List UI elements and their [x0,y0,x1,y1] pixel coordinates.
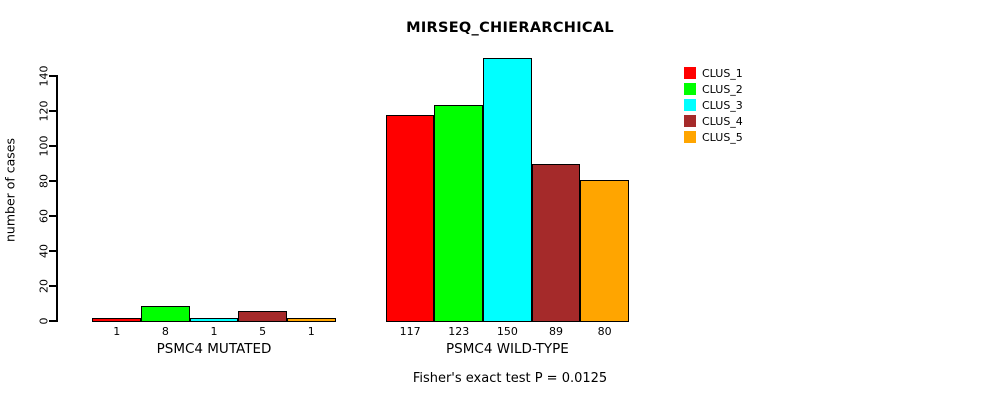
legend-color-swatch [684,115,696,127]
legend-item-label: CLUS_2 [702,82,743,96]
legend-item-clus_3: CLUS_3 [684,97,743,113]
bar-value-label: 5 [259,325,267,338]
y-axis-tick-label: 60 [37,209,51,223]
y-axis-tick [49,320,56,322]
legend: CLUS_1 CLUS_2 CLUS_3 CLUS_4 CLUS_5 [684,65,743,145]
bar-clus_4-2 [531,164,581,322]
y-axis-label: number of cases [2,137,18,243]
bar-clus_3-1 [189,318,239,322]
bar-value-label: 123 [448,325,470,338]
y-axis-tick-label: 140 [37,65,51,87]
footnote-text: Fisher's exact test P = 0.0125 [412,371,608,386]
legend-color-swatch [684,99,696,111]
bar-value-label: 80 [597,325,612,338]
y-axis-tick-label: 120 [37,100,51,122]
bar-clus_5-1 [286,318,336,322]
y-axis-tick-label: 20 [37,279,51,293]
y-axis-line [56,75,58,322]
bar-clus_2-1 [141,306,190,322]
bar-value-label: 89 [549,325,564,338]
y-axis-tick [49,180,56,182]
chart-title: MIRSEQ_CHIERARCHICAL [406,20,614,36]
x-axis-group-label: PSMC4 MUTATED [156,341,272,357]
y-axis-tick-label: 80 [37,174,51,188]
bar-clus_5-2 [580,180,629,322]
bar-value-label: 8 [161,325,169,338]
legend-item-clus_5: CLUS_5 [684,129,743,145]
y-axis-tick [49,215,56,217]
y-axis-tick-label: 100 [37,135,51,157]
bar-clus_1-2 [385,115,435,322]
y-axis-tick [49,145,56,147]
legend-item-label: CLUS_4 [702,114,743,128]
x-axis-group-label: PSMC4 WILD-TYPE [446,341,569,357]
bar-value-label: 150 [496,325,518,338]
legend-color-swatch [684,131,696,143]
bar-clus_4-1 [238,311,287,322]
bar-value-label: 117 [399,325,421,338]
legend-color-swatch [684,67,696,79]
legend-item-clus_2: CLUS_2 [684,81,743,97]
legend-item-label: CLUS_5 [702,130,743,144]
bar-value-label: 1 [210,325,218,338]
bar-value-label: 1 [113,325,121,338]
legend-item-label: CLUS_1 [702,66,743,80]
y-axis-tick [49,75,56,77]
y-axis-tick [49,110,56,112]
legend-color-swatch [684,83,696,95]
y-axis-tick [49,250,56,252]
bar-clus_3-2 [483,57,532,322]
legend-item-label: CLUS_3 [702,98,743,112]
bar-clus_1-1 [92,318,142,322]
y-axis-tick-label: 40 [37,244,51,258]
legend-item-clus_4: CLUS_4 [684,113,743,129]
y-axis-tick [49,285,56,287]
legend-item-clus_1: CLUS_1 [684,65,743,81]
bar-clus_2-2 [434,104,484,322]
y-axis-tick-label: 0 [37,317,51,325]
bar-value-label: 1 [307,325,315,338]
